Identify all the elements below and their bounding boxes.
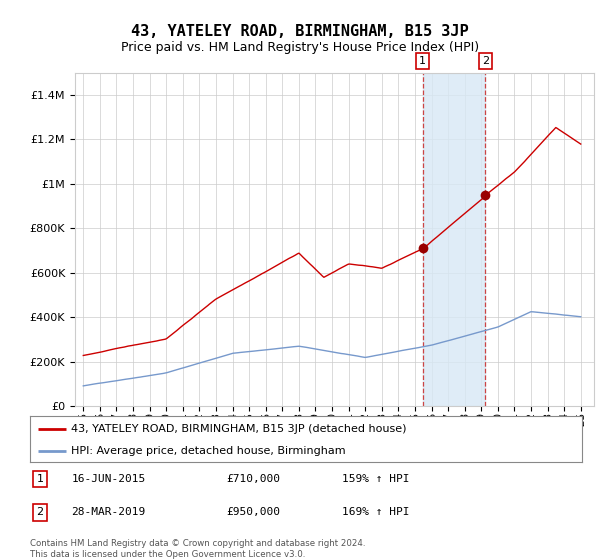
Text: Price paid vs. HM Land Registry's House Price Index (HPI): Price paid vs. HM Land Registry's House … <box>121 41 479 54</box>
Text: HPI: Average price, detached house, Birmingham: HPI: Average price, detached house, Birm… <box>71 446 346 455</box>
Text: 43, YATELEY ROAD, BIRMINGHAM, B15 3JP (detached house): 43, YATELEY ROAD, BIRMINGHAM, B15 3JP (d… <box>71 424 407 434</box>
Text: 2: 2 <box>37 507 43 517</box>
Text: 16-JUN-2015: 16-JUN-2015 <box>71 474 146 484</box>
Text: 1: 1 <box>419 56 426 66</box>
Text: 28-MAR-2019: 28-MAR-2019 <box>71 507 146 517</box>
Text: £710,000: £710,000 <box>226 474 280 484</box>
Text: 159% ↑ HPI: 159% ↑ HPI <box>342 474 409 484</box>
Text: 43, YATELEY ROAD, BIRMINGHAM, B15 3JP: 43, YATELEY ROAD, BIRMINGHAM, B15 3JP <box>131 24 469 39</box>
Text: 169% ↑ HPI: 169% ↑ HPI <box>342 507 409 517</box>
Text: 1: 1 <box>37 474 43 484</box>
Bar <box>422 73 485 406</box>
Text: 2: 2 <box>482 56 489 66</box>
Text: £950,000: £950,000 <box>226 507 280 517</box>
Text: Contains HM Land Registry data © Crown copyright and database right 2024.
This d: Contains HM Land Registry data © Crown c… <box>30 539 365 559</box>
